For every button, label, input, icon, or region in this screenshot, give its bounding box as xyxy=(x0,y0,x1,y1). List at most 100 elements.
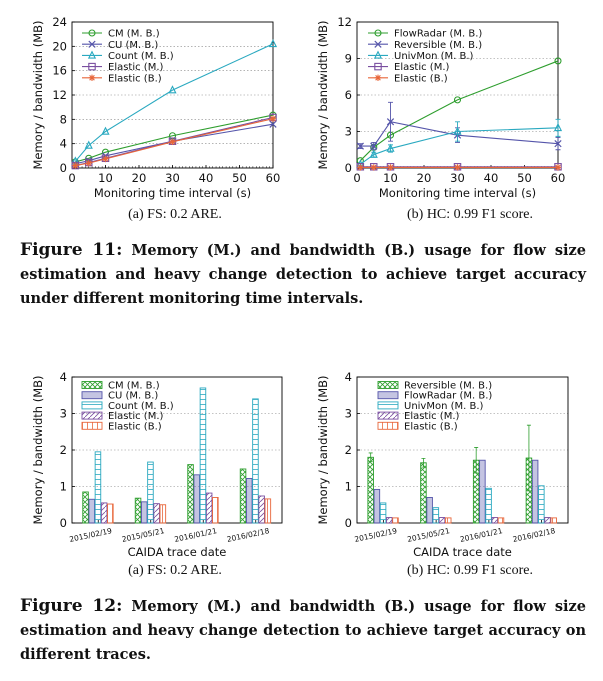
data-point xyxy=(453,96,462,104)
bar xyxy=(153,503,160,524)
plot-frame xyxy=(71,21,274,169)
figure12-number: Figure 12: xyxy=(20,596,123,616)
y-tick-label: 12 xyxy=(337,15,352,29)
y-tick-label: 0 xyxy=(60,516,67,530)
x-tick-label: 10 xyxy=(98,171,113,185)
bar xyxy=(107,503,114,524)
error-bar xyxy=(421,457,426,468)
bar xyxy=(199,387,207,524)
fig12a-panel: 0 1 2 3 4 Memory / bandwidth (MB) 2015/02/19 20… xyxy=(0,362,300,592)
bar xyxy=(538,485,545,524)
bar xyxy=(212,496,219,524)
legend-swatch xyxy=(81,411,103,420)
fig12b-caption: (b) HC: 0.99 F1 score. xyxy=(407,563,533,578)
fig11a-chart: 0 4 8 12 16 20 24 Memory / bandwidth (MB) 0 10 20 3… xyxy=(31,15,280,200)
data-point xyxy=(453,126,462,135)
x-tick-label: 2015/05/21 xyxy=(121,526,165,544)
y-axis-label: Memory / bandwidth (MB) xyxy=(31,375,45,524)
data-point xyxy=(369,149,378,158)
legend-label: Elastic (M.) xyxy=(108,62,164,73)
legend-label: Elastic (M.) xyxy=(404,411,460,422)
data-point xyxy=(553,122,563,132)
legend-marker xyxy=(374,40,382,48)
data-point xyxy=(102,155,109,163)
legend-label: FlowRadar (M. B.) xyxy=(394,29,482,40)
legend: CM (M. B.)CU (M. B.)Count (M. B.)Elastic… xyxy=(81,381,174,432)
legend-marker xyxy=(374,62,382,71)
bar xyxy=(82,491,89,524)
fig11b-caption: (b) HC: 0.99 F1 score. xyxy=(407,207,533,222)
fig11b-panel: 0 3 6 9 12 Memory / bandwidth (MB) 0 10 20 30 40 50… xyxy=(300,0,603,230)
legend: CM (M. B.)CU (M. B.)Count (M. B.)Elastic… xyxy=(82,29,174,84)
series-1 xyxy=(356,101,562,151)
bar xyxy=(245,478,253,524)
bar xyxy=(94,451,102,524)
x-tick-label: 2015/05/21 xyxy=(406,526,450,544)
data-point xyxy=(386,118,395,126)
legend-swatch xyxy=(377,421,399,430)
x-tick-label: 2015/02/19 xyxy=(69,526,113,544)
fig12a-chart: 0 1 2 3 4 Memory / bandwidth (MB) 2015/02/19 20… xyxy=(31,370,283,559)
bar xyxy=(100,502,108,524)
x-axis-label: CAIDA trace date xyxy=(413,545,512,559)
data-point xyxy=(454,164,461,171)
bar xyxy=(147,461,154,524)
x-tick-label: 20 xyxy=(417,171,432,185)
legend-marker xyxy=(373,50,383,59)
data-point xyxy=(554,164,562,171)
y-tick-label: 16 xyxy=(52,64,67,78)
y-tick-label: 4 xyxy=(60,370,67,384)
y-tick-label: 1 xyxy=(60,480,67,494)
y-tick-label: 1 xyxy=(345,480,352,494)
x-axis-label: Monitoring time interval (s) xyxy=(379,186,536,200)
legend-label: Elastic (B.) xyxy=(108,73,162,84)
data-point xyxy=(357,164,364,171)
y-tick-label: 4 xyxy=(345,370,352,384)
legend-swatch xyxy=(377,381,399,389)
x-tick-label: 0 xyxy=(353,171,360,185)
bar xyxy=(386,517,393,524)
figure12-text: Memory (M.) and bandwidth (B.) usage for… xyxy=(20,598,586,663)
series-0 xyxy=(356,57,562,165)
figure11-text: Memory (M.) and bandwidth (B.) usage for… xyxy=(20,242,586,307)
data-point xyxy=(386,143,395,152)
bar xyxy=(432,507,440,524)
bar xyxy=(367,456,374,524)
bar xyxy=(140,501,148,524)
figure11-number: Figure 11: xyxy=(20,240,123,260)
bar xyxy=(159,504,167,524)
y-tick-label: 4 xyxy=(60,137,67,151)
data-point xyxy=(269,120,277,128)
y-axis-label: Memory / bandwidth (MB) xyxy=(316,375,330,524)
legend-marker xyxy=(87,50,97,59)
y-tick-label: 2 xyxy=(345,443,352,457)
y-tick-label: 12 xyxy=(52,88,67,102)
x-axis-label: Monitoring time interval (s) xyxy=(94,186,251,200)
x-tick-label: 30 xyxy=(165,171,180,185)
x-tick-label: 60 xyxy=(551,171,566,185)
data-point xyxy=(168,85,177,94)
x-tick-label: 10 xyxy=(383,171,398,185)
legend-swatch xyxy=(377,411,399,420)
legend-swatch xyxy=(81,421,103,430)
legend-label: UnivMon (M. B.) xyxy=(394,51,474,62)
legend-swatch xyxy=(377,401,399,410)
fig11a-caption: (a) FS: 0.2 ARE. xyxy=(128,207,222,222)
plot-frame xyxy=(356,376,569,524)
bar xyxy=(373,488,381,524)
error-bar xyxy=(368,452,373,463)
legend-label: CU (M. B.) xyxy=(108,40,158,51)
y-tick-label: 0 xyxy=(60,161,67,175)
x-tick-label: 0 xyxy=(68,171,75,185)
bar xyxy=(479,459,486,524)
x-tick-label: 2016/02/18 xyxy=(226,526,270,544)
x-tick-label: 50 xyxy=(232,171,247,185)
legend-label: Reversible (M. B.) xyxy=(404,381,492,392)
y-tick-label: 0 xyxy=(345,161,352,175)
data-point xyxy=(387,164,394,171)
legend-swatch xyxy=(81,381,103,389)
plot-frame xyxy=(71,376,283,524)
bar xyxy=(444,517,452,524)
legend-label: UnivMon (M. B.) xyxy=(404,401,484,412)
y-axis-label: Memory / bandwidth (MB) xyxy=(316,20,330,169)
